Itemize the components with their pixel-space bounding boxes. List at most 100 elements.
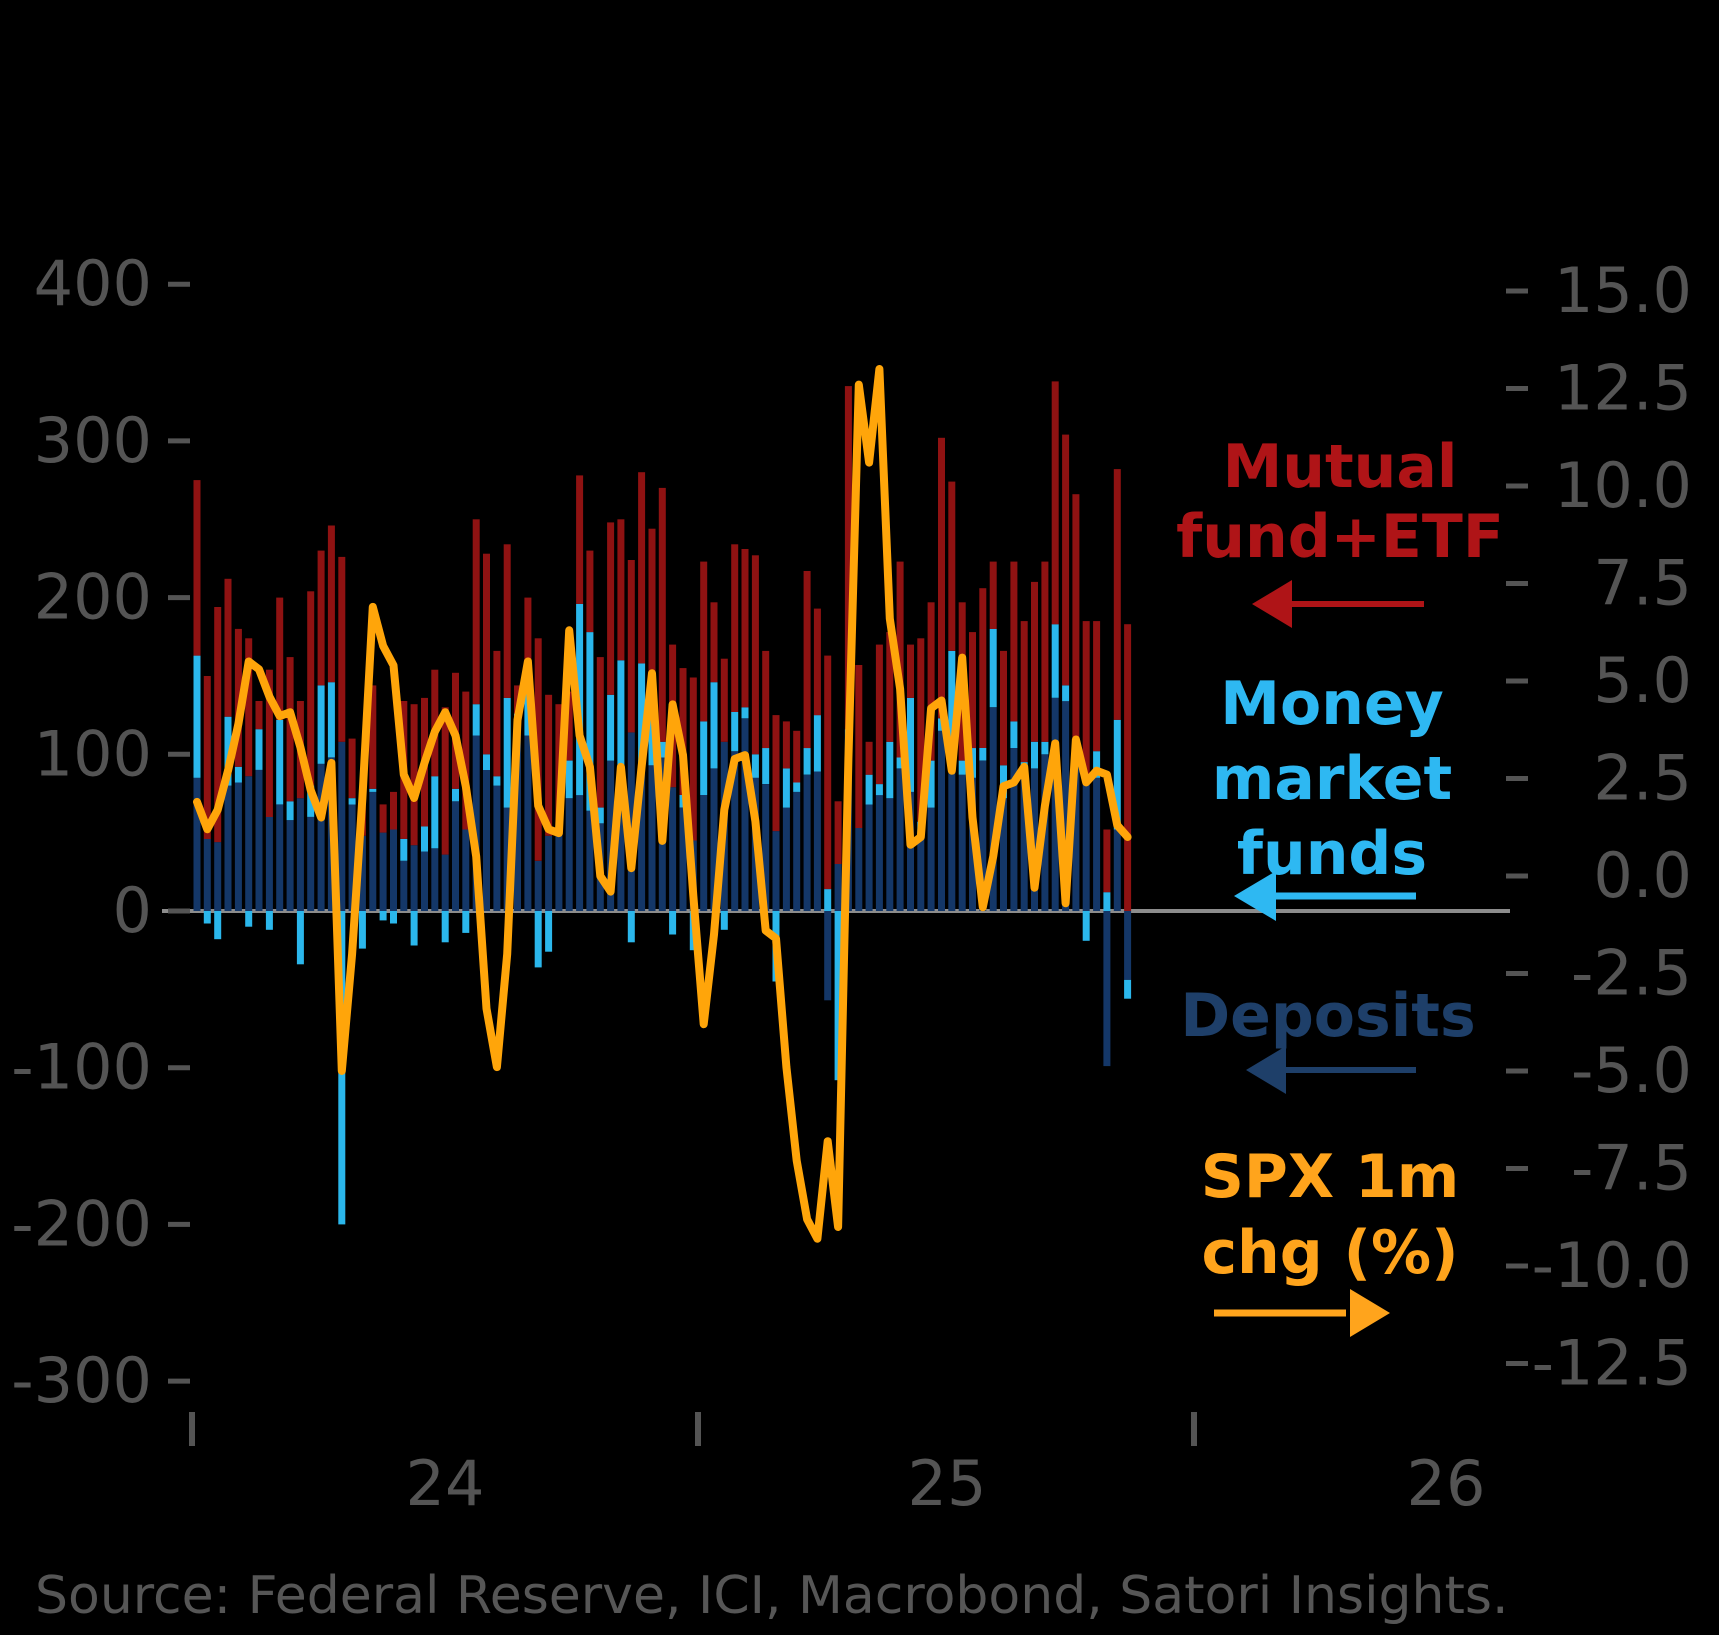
bar-segment-deposits (1093, 777, 1101, 911)
bar-segment-money-market-funds (979, 748, 987, 761)
bar-segment-mutual-fund-etf (545, 694, 553, 836)
bar-segment-money-market-funds (886, 741, 894, 799)
bar-segment-deposits (958, 774, 966, 911)
bar-segment-money-market-funds (586, 632, 594, 811)
bar-segment-deposits (503, 807, 511, 911)
spx-arrow-right-icon (1214, 1289, 1390, 1337)
mutual-fund-etf-arrow-left-icon-head (1252, 580, 1292, 628)
bar-segment-deposits (607, 760, 615, 911)
bar-segment-mutual-fund-etf (927, 602, 935, 761)
deposits-arrow-left-icon-head (1246, 1046, 1286, 1094)
bar-segment-money-market-funds (441, 911, 449, 943)
bar-segment-deposits (896, 768, 904, 911)
bar-segment-mutual-fund-etf (1093, 621, 1101, 752)
bar-segment-mutual-fund-etf (596, 657, 604, 808)
bar-segment-money-market-funds (927, 760, 935, 808)
bar-segment-deposits (1103, 911, 1111, 1067)
bar-segment-deposits (379, 832, 387, 911)
bar-segment-mutual-fund-etf (989, 561, 997, 629)
bar-segment-money-market-funds (431, 776, 439, 849)
bar-segment-mutual-fund-etf (1113, 469, 1121, 720)
bar-segment-mutual-fund-etf (286, 657, 294, 802)
bar-segment-deposits (782, 807, 790, 911)
bar-segment-mutual-fund-etf (203, 676, 211, 839)
bar-segment-deposits (979, 760, 987, 911)
bar-segment-deposits (1031, 768, 1038, 911)
bar-segment-deposits (772, 831, 780, 911)
bar-segment-deposits (431, 848, 439, 911)
right-axis-label: 15.0 (1554, 254, 1692, 327)
bar-segment-mutual-fund-etf (607, 522, 615, 695)
bar-segment-mutual-fund-etf (1124, 624, 1132, 911)
x-axis: 24 25 26 (189, 1412, 1486, 1520)
bar-segment-money-market-funds (1010, 721, 1018, 748)
legend-money-market-funds: Money market funds (1212, 667, 1452, 892)
legend-deposits-line1: Deposits (1180, 981, 1476, 1051)
bar-segment-deposits (421, 851, 428, 911)
x-axis-year-label: 26 (1407, 1447, 1486, 1520)
bar-segment-deposits (203, 838, 211, 911)
right-axis-label: 0.0 (1593, 839, 1692, 912)
bar-segment-money-market-funds (896, 757, 904, 769)
bar-segment-money-market-funds (803, 748, 811, 775)
left-axis: 400 300 200 100 0 -100 -200 -300 (11, 247, 190, 1417)
x-axis-year-label: 25 (908, 1447, 987, 1520)
bar-segment-mutual-fund-etf (865, 741, 873, 775)
bar-segment-mutual-fund-etf (255, 701, 263, 730)
bar-segment-money-market-funds (596, 807, 604, 824)
bar-segment-mutual-fund-etf (803, 571, 811, 749)
mutual-fund-etf-arrow-left-icon (1252, 580, 1424, 628)
bar-segment-mutual-fund-etf (493, 650, 501, 777)
bar-segment-deposits (245, 776, 253, 911)
bar-segment-deposits (534, 860, 542, 911)
bar-segment-mutual-fund-etf (979, 588, 987, 748)
bar-segment-deposits (452, 801, 459, 911)
bar-segment-mutual-fund-etf (586, 550, 594, 633)
bar-segment-mutual-fund-etf (875, 644, 883, 785)
bar-segment-deposits (679, 807, 687, 911)
bar-segment-money-market-funds (1113, 719, 1121, 830)
bar-segment-deposits (576, 795, 584, 911)
bar-segment-mutual-fund-etf (938, 437, 945, 719)
right-axis-label: -2.5 (1571, 937, 1692, 1010)
bar-segment-mutual-fund-etf (917, 638, 925, 822)
bar-segment-money-market-funds (1041, 741, 1049, 755)
right-axis: 15.0 12.5 10.0 7.5 5.0 2.5 0.0 -2.5 -5.0 -7.5 -10.… (1506, 254, 1692, 1400)
legend-mutual-line1: Mutual (1222, 432, 1458, 502)
bar-segment-money-market-funds (369, 788, 377, 792)
bar-segment-deposits (224, 785, 232, 911)
legend-money-line1: Money (1220, 669, 1444, 739)
bar-segment-deposits (565, 798, 573, 911)
bar-segment-deposits (545, 835, 553, 911)
bar-segment-money-market-funds (245, 911, 253, 927)
bar-segment-money-market-funds (1093, 751, 1101, 778)
bar-segment-deposits (907, 791, 914, 911)
bar-segment-money-market-funds (234, 766, 242, 783)
bar-segment-deposits (669, 787, 677, 911)
bar-segment-deposits (286, 820, 294, 911)
bar-segment-mutual-fund-etf (896, 561, 904, 758)
bar-segment-money-market-funds (1082, 911, 1090, 941)
bar-segment-money-market-funds (751, 754, 759, 778)
bar-segment-mutual-fund-etf (731, 544, 739, 712)
bar-segment-deposits (265, 817, 273, 911)
bar-segment-money-market-funds (700, 721, 708, 795)
bar-segment-money-market-funds (255, 729, 263, 770)
legend-mutual-fund-etf: Mutual fund+ETF (1176, 432, 1504, 572)
bar-segment-money-market-funds (462, 911, 470, 933)
bar-segment-mutual-fund-etf (948, 481, 956, 651)
bar-segment-money-market-funds (627, 911, 635, 943)
bar-segment-deposits (731, 751, 739, 911)
legend-money-line3: funds (1236, 819, 1428, 889)
bar-segment-money-market-funds (741, 707, 749, 719)
right-axis-label: 5.0 (1593, 644, 1692, 717)
bar-segment-deposits (917, 834, 925, 911)
legend-spx-line2: chg (%) (1201, 1218, 1459, 1288)
bar-segment-mutual-fund-etf (844, 386, 852, 730)
bar-segment-deposits (1124, 911, 1132, 980)
bar-segment-deposits (1082, 777, 1090, 911)
bar-segment-mutual-fund-etf (534, 638, 542, 861)
bar-segment-deposits (855, 827, 863, 911)
bar-segment-mutual-fund-etf (762, 650, 770, 749)
bar-segment-deposits (255, 770, 263, 911)
